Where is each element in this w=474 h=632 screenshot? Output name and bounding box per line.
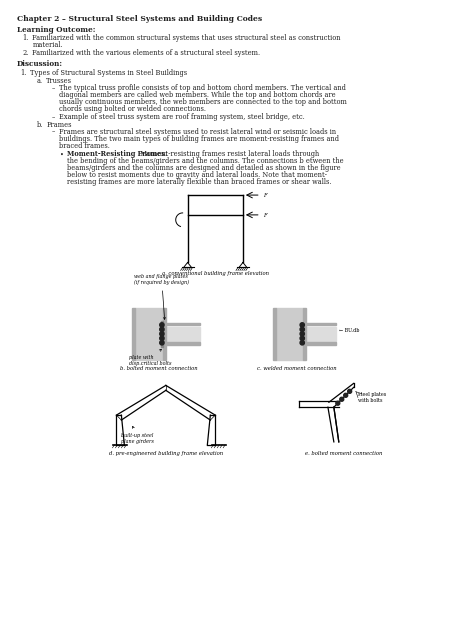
Text: diagonal members are called web members. While the top and bottom chords are: diagonal members are called web members.… <box>59 91 336 99</box>
Text: 2.: 2. <box>23 49 29 58</box>
Bar <box>166 343 201 344</box>
Bar <box>166 323 201 325</box>
Circle shape <box>160 327 164 332</box>
Circle shape <box>160 332 164 336</box>
Circle shape <box>160 341 164 345</box>
Text: Familiarized with the various elements of a structural steel system.: Familiarized with the various elements o… <box>32 49 261 58</box>
Text: c. welded moment connection: c. welded moment connection <box>257 365 337 370</box>
Bar <box>163 308 166 360</box>
Text: Moment-resisting frames resist lateral loads through: Moment-resisting frames resist lateral l… <box>138 150 319 159</box>
Text: Discussion:: Discussion: <box>17 60 63 68</box>
Text: the bending of the beams/girders and the columns. The connections b etween the: the bending of the beams/girders and the… <box>67 157 344 166</box>
Text: Chapter 2 – Structural Steel Systems and Building Codes: Chapter 2 – Structural Steel Systems and… <box>17 15 262 23</box>
Bar <box>275 308 303 360</box>
Circle shape <box>300 327 304 332</box>
Text: Familiarized with the common structural systems that uses structural steel as co: Familiarized with the common structural … <box>32 35 341 42</box>
Text: buildings. The two main types of building frames are moment-resisting frames and: buildings. The two main types of buildin… <box>59 135 339 143</box>
Text: below to resist moments due to gravity and lateral loads. Note that moment-: below to resist moments due to gravity a… <box>67 171 327 179</box>
Bar <box>166 327 201 341</box>
Bar <box>306 327 336 341</box>
Text: •: • <box>60 150 64 159</box>
Text: braced frames.: braced frames. <box>59 142 110 150</box>
Text: web and flange plates
(if required by design): web and flange plates (if required by de… <box>134 274 189 319</box>
Text: Frames: Frames <box>46 121 72 129</box>
Text: a.: a. <box>36 77 43 85</box>
Circle shape <box>160 336 164 341</box>
Text: chords using bolted or welded connections.: chords using bolted or welded connection… <box>59 105 206 113</box>
Text: 1.: 1. <box>20 69 27 77</box>
Text: Trusses: Trusses <box>46 77 72 85</box>
Bar <box>132 308 135 360</box>
Text: plate with
disp.critical bolts: plate with disp.critical bolts <box>129 349 172 365</box>
Text: The typical truss profile consists of top and bottom chord members. The vertical: The typical truss profile consists of to… <box>59 84 346 92</box>
Text: e. bolted moment connection: e. bolted moment connection <box>305 451 383 456</box>
Text: a. conventional building frame elevation: a. conventional building frame elevation <box>162 271 269 276</box>
Circle shape <box>300 336 304 341</box>
Circle shape <box>348 389 352 393</box>
Text: b.: b. <box>36 121 43 129</box>
Circle shape <box>300 341 304 345</box>
Circle shape <box>344 393 348 398</box>
Circle shape <box>336 401 340 405</box>
Bar <box>303 308 306 360</box>
Text: –: – <box>51 112 55 121</box>
Text: material.: material. <box>32 42 63 49</box>
Bar <box>306 323 336 325</box>
Text: d. pre-engineered building frame elevation: d. pre-engineered building frame elevati… <box>109 451 223 456</box>
Text: steel plates
with bolts: steel plates with bolts <box>357 392 386 403</box>
Bar <box>135 308 163 360</box>
Text: Types of Structural Systems in Steel Buildings: Types of Structural Systems in Steel Bui… <box>30 69 188 77</box>
Circle shape <box>300 332 304 336</box>
Bar <box>306 343 336 344</box>
Text: –: – <box>51 84 55 92</box>
Text: built-up steel
plane girders: built-up steel plane girders <box>121 427 154 444</box>
Circle shape <box>340 398 344 401</box>
Text: 1.: 1. <box>23 35 29 42</box>
Text: Frames are structural steel systems used to resist lateral wind or seismic loads: Frames are structural steel systems used… <box>59 128 336 136</box>
Text: resisting frames are more laterally flexible than braced frames or shear walls.: resisting frames are more laterally flex… <box>67 178 331 186</box>
Text: Learning Outcome:: Learning Outcome: <box>17 25 95 33</box>
Bar <box>161 321 163 347</box>
Text: ← BU.db: ← BU.db <box>339 329 359 333</box>
Text: Example of steel truss system are roof framing system, steel bridge, etc.: Example of steel truss system are roof f… <box>59 112 305 121</box>
Text: F: F <box>263 193 266 198</box>
Bar <box>273 308 275 360</box>
Text: Moment-Resisting Frames:: Moment-Resisting Frames: <box>67 150 167 159</box>
Circle shape <box>300 323 304 327</box>
Text: –: – <box>51 128 55 136</box>
Text: F: F <box>263 213 266 218</box>
Circle shape <box>160 323 164 327</box>
Text: beams/girders and the columns are designed and detailed as shown in the figure: beams/girders and the columns are design… <box>67 164 341 173</box>
Text: usually continuous members, the web members are connected to the top and bottom: usually continuous members, the web memb… <box>59 98 347 106</box>
Text: b. bolted moment connection: b. bolted moment connection <box>120 365 198 370</box>
